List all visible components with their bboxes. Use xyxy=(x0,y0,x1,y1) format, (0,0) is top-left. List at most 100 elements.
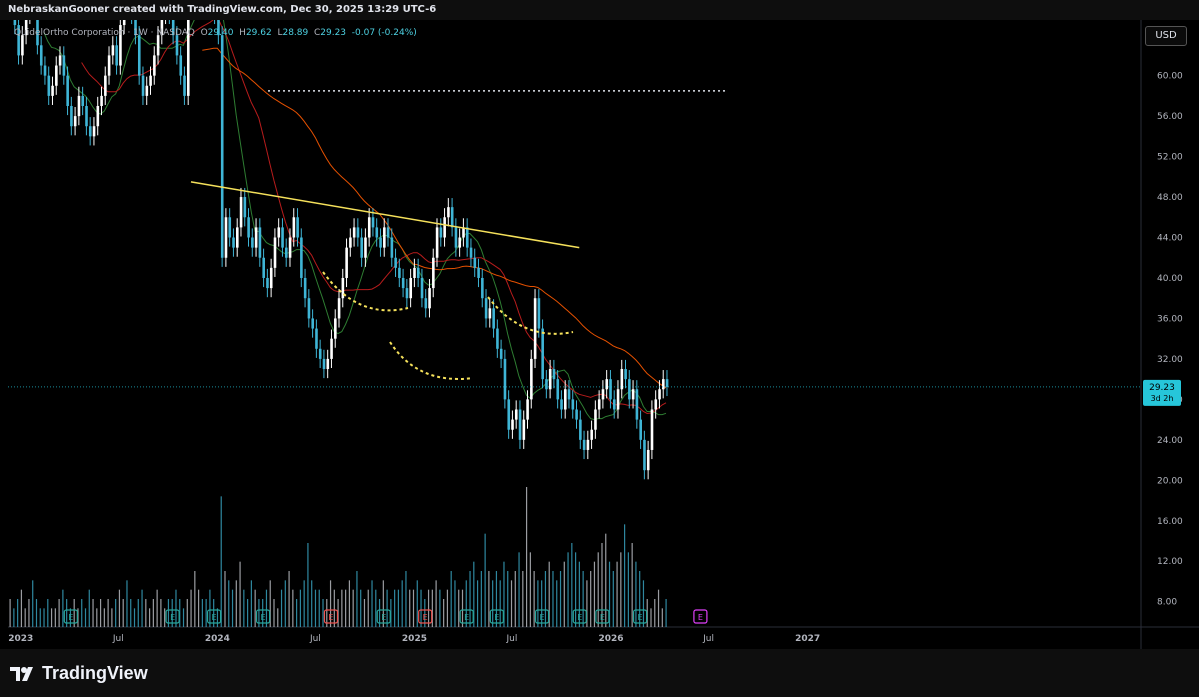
volume-bar xyxy=(288,571,290,627)
earnings-marker-label: E xyxy=(423,613,428,622)
volume-bar xyxy=(639,571,641,627)
volume-bar xyxy=(175,589,177,627)
chart-area[interactable]: 60.00 56.00 52.00 48.00 44.00 40.00 36.00 32.00… xyxy=(8,20,1199,649)
volume-bar xyxy=(409,589,411,627)
candle-body xyxy=(81,95,85,106)
volume-bar xyxy=(533,571,535,627)
volume-bar xyxy=(133,608,136,627)
earnings-marker xyxy=(63,609,78,624)
price-chart[interactable]: 60.00 56.00 52.00 48.00 44.00 40.00 36.00 32.00… xyxy=(8,20,1199,649)
candle-body xyxy=(639,419,642,440)
candle-body xyxy=(416,267,420,278)
y-tick-label: 60.00 xyxy=(1157,72,1183,82)
candle-body xyxy=(349,237,352,248)
candle-body xyxy=(228,217,232,238)
tradingview-brand[interactable]: TradingView xyxy=(10,663,148,684)
volume-bar xyxy=(552,571,554,627)
candle-body xyxy=(526,399,529,420)
candle-body xyxy=(156,35,160,56)
volume-bar xyxy=(99,599,102,627)
volume-bar xyxy=(314,589,317,627)
earnings-marker-label: E xyxy=(577,613,582,622)
x-tick-label: 2025 xyxy=(402,634,427,644)
pattern-arc xyxy=(322,271,409,312)
volume-bar xyxy=(620,552,622,627)
volume-bar xyxy=(167,599,170,627)
candle-body xyxy=(307,298,311,319)
candle-body xyxy=(665,379,669,387)
candle-body xyxy=(375,227,379,238)
volume-bar xyxy=(190,589,192,627)
volume-bar xyxy=(612,571,614,627)
volume-bar xyxy=(605,533,607,627)
candle-body xyxy=(594,409,597,430)
candle-body xyxy=(107,55,111,76)
candle-body xyxy=(624,369,627,380)
candle-body xyxy=(171,20,175,36)
volume-bar xyxy=(390,599,392,627)
volume-bar xyxy=(115,599,117,627)
volume-bar xyxy=(24,608,26,627)
x-tick-label: Jul xyxy=(309,634,321,644)
candle-body xyxy=(318,348,322,359)
candle-body xyxy=(409,277,413,299)
candle-body xyxy=(620,369,624,390)
candle-body xyxy=(288,237,292,258)
candle-body xyxy=(462,227,465,238)
candle-body xyxy=(582,439,586,450)
earnings-marker xyxy=(376,609,391,624)
symbol-name: QuidelOrtho Corporation · 1W · NASDAQ xyxy=(14,28,195,38)
volume-bar xyxy=(205,599,207,627)
volume-bar xyxy=(20,589,23,627)
earnings-marker xyxy=(418,609,433,624)
candle-body xyxy=(650,409,654,450)
y-tick-label: 32.00 xyxy=(1157,355,1183,365)
candle-body xyxy=(435,227,439,258)
earnings-marker-label: E xyxy=(540,613,545,622)
volume-bar xyxy=(17,599,19,627)
volume-bar xyxy=(575,552,577,627)
volume-bar xyxy=(201,599,203,627)
x-tick-label: 2023 xyxy=(8,634,33,644)
earnings-marker-label: E xyxy=(328,613,333,622)
volume-bar xyxy=(66,599,68,627)
candle-body xyxy=(590,429,593,440)
candle-body xyxy=(247,217,250,238)
volume-bar xyxy=(118,589,121,627)
earnings-marker xyxy=(595,609,610,624)
volume-bar xyxy=(624,524,626,627)
volume-bar xyxy=(567,552,569,627)
volume-bar xyxy=(371,580,373,627)
volume-bar xyxy=(54,608,56,627)
candle-body xyxy=(432,257,435,289)
volume-bar xyxy=(356,571,358,627)
candle-body xyxy=(567,389,571,400)
volume-bar xyxy=(461,589,464,627)
candle-body xyxy=(367,217,371,238)
candle-body xyxy=(646,449,650,471)
candle-body xyxy=(560,399,563,410)
candle-body xyxy=(473,257,477,268)
volume-bar xyxy=(77,608,79,627)
candle-body xyxy=(518,409,522,440)
y-tick-label: 44.00 xyxy=(1157,234,1183,244)
candle-body xyxy=(303,277,307,299)
candle-body xyxy=(51,85,54,96)
candle-body xyxy=(356,227,360,238)
volume-bar xyxy=(292,589,294,627)
volume-bar xyxy=(443,599,445,627)
earnings-marker xyxy=(255,609,271,624)
y-tick-label: 40.00 xyxy=(1157,274,1183,284)
currency-button[interactable]: USD xyxy=(1145,26,1187,46)
candle-body xyxy=(292,217,296,238)
candle-body xyxy=(311,318,314,329)
volume-bar xyxy=(322,599,324,627)
volume-bar xyxy=(642,580,645,627)
candle-body xyxy=(514,409,518,420)
volume-bar xyxy=(405,571,407,627)
close-value: 29.23 xyxy=(320,28,347,38)
volume-bar xyxy=(92,599,94,627)
volume-bar xyxy=(28,599,30,627)
volume-bar xyxy=(81,599,83,627)
volume-bar xyxy=(525,487,528,627)
